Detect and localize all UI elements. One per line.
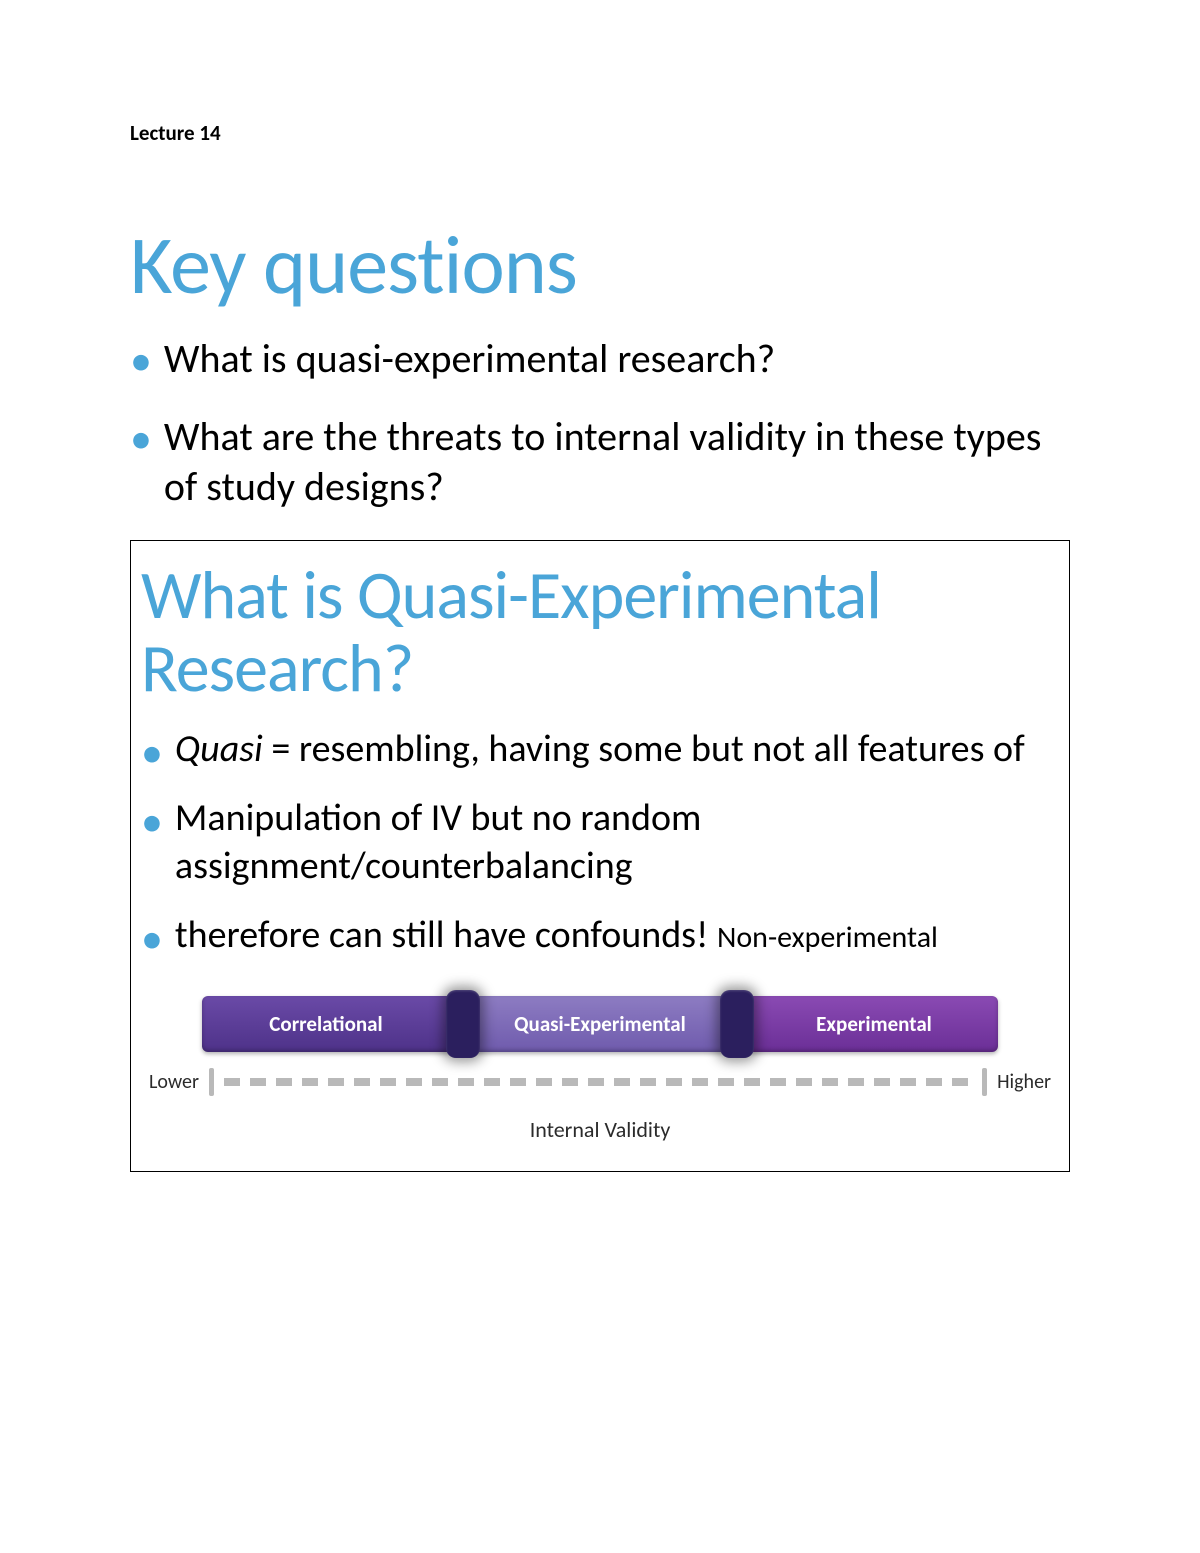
bullet-dot-icon: •: [141, 916, 163, 960]
bullet-text-tail: Non-experimental: [717, 919, 938, 956]
bullet-text: What are the threats to internal validit…: [164, 412, 1070, 512]
bullet-text-rest: = resembling, having some but not all fe…: [263, 726, 1025, 772]
axis-left-label: Lower: [149, 1070, 199, 1094]
section2-box: What is Quasi-Experimental Research? • Q…: [130, 540, 1070, 1172]
segment-quasi: Quasi-Experimental: [476, 996, 724, 1052]
bullet-item: • What are the threats to internal valid…: [130, 412, 1070, 512]
bullet-text: therefore can still have confounds! Non-…: [175, 912, 1059, 960]
validity-diagram: Correlational Quasi-Experimental Experim…: [141, 990, 1059, 1143]
bullet-text: What is quasi-experimental research?: [164, 334, 1070, 384]
italic-term: Quasi: [175, 726, 263, 772]
bullet-text: Quasi = resembling, having some but not …: [175, 726, 1059, 774]
segment-correlational: Correlational: [202, 996, 450, 1052]
section1-heading: Key questions: [130, 216, 1070, 316]
lecture-label: Lecture 14: [130, 120, 1070, 146]
axis-endcap-icon: [209, 1068, 214, 1096]
axis-caption: Internal Validity: [149, 1116, 1051, 1143]
slider-knob-icon: [446, 990, 480, 1058]
bullet-item: • therefore can still have confounds! No…: [141, 912, 1059, 960]
axis-dashes-icon: [224, 1078, 972, 1086]
bullet-dot-icon: •: [130, 416, 152, 460]
bullet-text-main: therefore can still have confounds!: [175, 912, 717, 958]
bullet-dot-icon: •: [141, 799, 163, 843]
segment-experimental: Experimental: [750, 996, 998, 1052]
slider-knob-icon: [720, 990, 754, 1058]
segment-bar: Correlational Quasi-Experimental Experim…: [149, 990, 1051, 1058]
axis-row: Lower Higher: [149, 1068, 1051, 1096]
bullet-item: • Quasi = resembling, having some but no…: [141, 726, 1059, 774]
section2-heading: What is Quasi-Experimental Research?: [141, 559, 1059, 706]
axis-endcap-icon: [982, 1068, 987, 1096]
axis-right-label: Higher: [997, 1070, 1051, 1094]
bullet-dot-icon: •: [130, 338, 152, 382]
bullet-text: Manipulation of IV but no random assignm…: [175, 795, 1059, 890]
bullet-dot-icon: •: [141, 730, 163, 774]
bullet-item: • Manipulation of IV but no random assig…: [141, 795, 1059, 890]
bullet-item: • What is quasi-experimental research?: [130, 334, 1070, 384]
